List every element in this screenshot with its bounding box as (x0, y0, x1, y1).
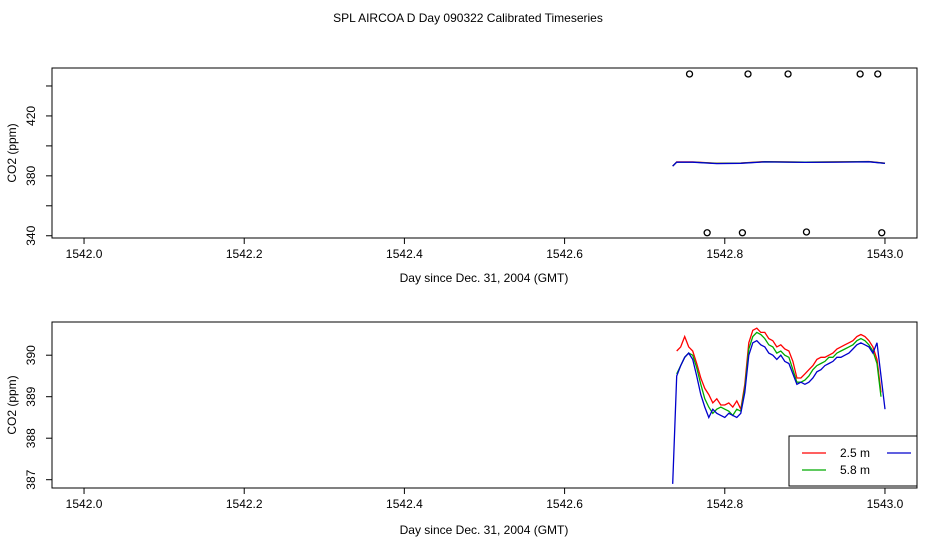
x-tick-label: 1543.0 (867, 497, 904, 511)
bottom-plot-frame (51, 321, 918, 489)
outlier-point (784, 70, 792, 78)
series-line-0 (676, 327, 882, 412)
outlier-point (878, 229, 886, 237)
series-line-2 (672, 161, 886, 167)
x-tick-label: 1542.0 (66, 247, 103, 261)
outlier-point (738, 229, 747, 237)
bottom-y-axis-label: CO2 (ppm) (5, 375, 19, 434)
series-line-2 (672, 339, 886, 484)
top-y-axis-label: CO2 (ppm) (5, 123, 19, 182)
x-tick-label: 1542.4 (386, 497, 423, 511)
x-tick-label: 1542.4 (386, 247, 423, 261)
x-tick-label: 1543.0 (867, 247, 904, 261)
bottom-plot-marks (672, 327, 886, 484)
top-plot-marks (672, 70, 886, 237)
outlier-point (685, 70, 694, 78)
x-tick-label: 1542.0 (66, 497, 103, 511)
bottom-y-axis: 387 388 389 390 (24, 345, 52, 490)
y-tick-label: 388 (24, 428, 38, 448)
outlier-point (802, 228, 811, 236)
y-tick-label: 380 (24, 166, 38, 186)
legend-box (788, 435, 918, 487)
y-tick-label: 420 (24, 106, 38, 126)
outlier-point (744, 70, 752, 78)
legend-label-2-5m: 2.5 m (840, 446, 870, 460)
top-x-axis-label: Day since Dec. 31, 2004 (GMT) (400, 271, 569, 285)
top-x-axis: 1542.0 1542.2 1542.4 1542.6 1542.8 1543.0 (66, 238, 904, 261)
legend: 2.5 m 5.8 m (788, 435, 918, 487)
y-tick-label: 390 (24, 345, 38, 365)
x-tick-label: 1542.8 (706, 247, 743, 261)
top-y-axis: 340 380 420 (24, 85, 52, 246)
bottom-panel: 1542.0 1542.2 1542.4 1542.6 1542.8 1543.0 387… (5, 321, 918, 537)
series-line-1 (676, 331, 882, 417)
x-tick-label: 1542.6 (546, 497, 583, 511)
outlier-point (856, 70, 864, 78)
bottom-x-axis: 1542.0 1542.2 1542.4 1542.6 1542.8 1543.0 (66, 488, 904, 511)
y-tick-label: 340 (24, 225, 38, 245)
y-tick-label: 387 (24, 469, 38, 489)
legend-label-5-8m: 5.8 m (840, 463, 870, 477)
outlier-point (874, 70, 882, 78)
x-tick-label: 1542.2 (226, 497, 263, 511)
top-plot-frame (51, 67, 918, 239)
x-tick-label: 1542.8 (706, 497, 743, 511)
y-tick-label: 389 (24, 386, 38, 406)
x-tick-label: 1542.2 (226, 247, 263, 261)
outlier-point (703, 229, 711, 237)
figure-title: SPL AIRCOA D Day 090322 Calibrated Times… (333, 11, 603, 25)
bottom-x-axis-label: Day since Dec. 31, 2004 (GMT) (400, 523, 569, 537)
x-tick-label: 1542.6 (546, 247, 583, 261)
top-panel: 1542.0 1542.2 1542.4 1542.6 1542.8 1543.0 340… (5, 67, 918, 285)
